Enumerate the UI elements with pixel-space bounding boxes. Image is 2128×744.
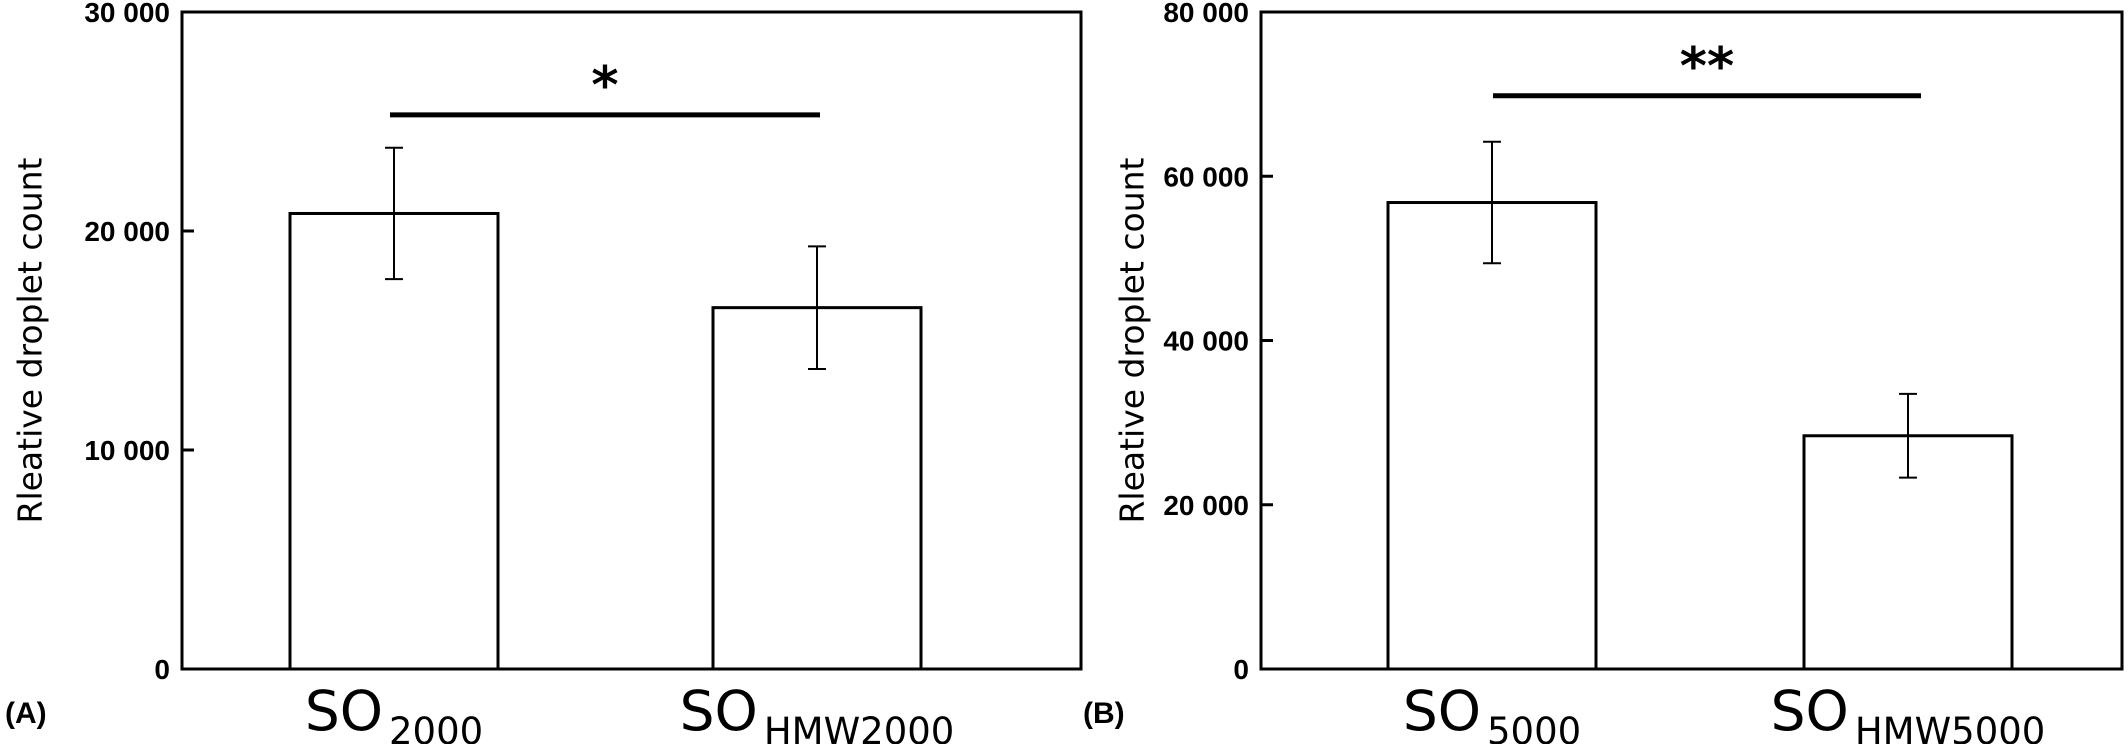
y-tick-label: 20 000 bbox=[1163, 490, 1249, 521]
x-tick-label-main: SO bbox=[1403, 679, 1481, 743]
y-tick-label: 30 000 bbox=[84, 0, 170, 28]
panel-label: (A) bbox=[5, 697, 47, 730]
x-tick-label-main: SO bbox=[1771, 679, 1849, 743]
x-tick-label-main: SO bbox=[680, 679, 758, 743]
x-tick-label-subscript: HMW2000 bbox=[764, 710, 955, 744]
chart-panel-a: 0 10 000 20 000 30 000 Rleative droplet coun… bbox=[5, 0, 1083, 744]
significance-label: * bbox=[591, 56, 618, 116]
y-tick-label: 60 000 bbox=[1163, 161, 1249, 192]
panel-label: (B) bbox=[1083, 697, 1125, 730]
x-tick-label: SO HMW5000 bbox=[1771, 679, 2046, 744]
x-tick-label-subscript: 2000 bbox=[389, 710, 483, 744]
y-tick-label: 0 bbox=[1233, 654, 1249, 685]
y-tick-label: 10 000 bbox=[84, 435, 170, 466]
x-tick-label: SO 5000 bbox=[1403, 679, 1581, 744]
significance-label: ** bbox=[1680, 37, 1734, 97]
x-tick-label: SO HMW2000 bbox=[680, 679, 955, 744]
y-tick-label: 0 bbox=[154, 654, 170, 685]
chart-panel-b: 0 20 000 40 000 60 000 80 000 Rleative drople… bbox=[1083, 0, 2124, 744]
x-tick-label: SO 2000 bbox=[305, 679, 483, 744]
y-tick-label: 20 000 bbox=[84, 216, 170, 247]
bar bbox=[288, 211, 500, 671]
y-axis-label: Rleative droplet count bbox=[11, 157, 50, 523]
x-tick-label-subscript: 5000 bbox=[1487, 710, 1581, 744]
x-tick-label-main: SO bbox=[305, 679, 383, 743]
y-tick-label: 40 000 bbox=[1163, 326, 1249, 357]
y-axis-label: Rleative droplet count bbox=[1113, 157, 1152, 523]
bar bbox=[1386, 201, 1598, 671]
y-tick-label: 80 000 bbox=[1163, 0, 1249, 28]
x-tick-label-subscript: HMW5000 bbox=[1855, 710, 2046, 744]
plot-frame bbox=[180, 10, 1083, 671]
